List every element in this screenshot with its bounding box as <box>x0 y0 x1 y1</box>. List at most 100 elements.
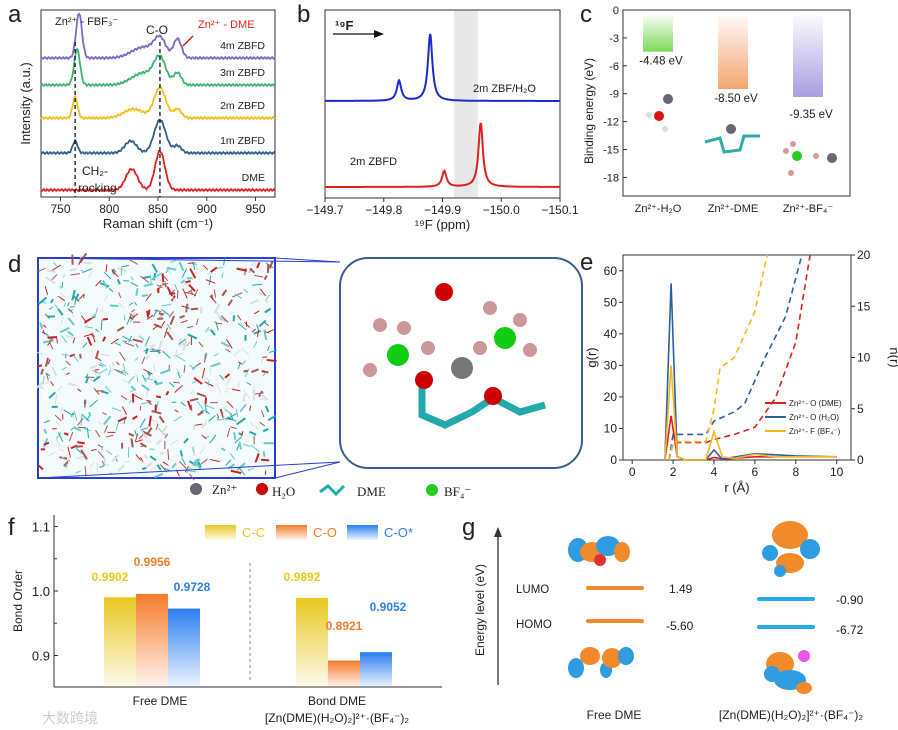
bar-value-label: -8.50 eV <box>714 93 758 105</box>
molecule-stick <box>58 284 63 290</box>
molecule-stick <box>264 307 272 314</box>
molecule-stick <box>161 433 167 436</box>
molecule-stick <box>183 365 186 373</box>
homo-orbital-icon <box>602 648 622 668</box>
series-line <box>325 122 560 188</box>
molecule-stick <box>139 456 144 463</box>
molecule-stick <box>200 422 207 429</box>
molecule-stick <box>261 410 265 418</box>
y-tick-label: 50 <box>604 295 618 309</box>
molecule-stick <box>96 463 99 473</box>
homo-value: -5.60 <box>666 619 694 633</box>
molecule-stick <box>69 353 76 358</box>
molecule-stick <box>146 370 151 376</box>
molecule-stick <box>267 345 270 351</box>
molecule-stick <box>226 339 233 349</box>
x-axis-label: r (Å) <box>724 480 749 495</box>
bar-C-O* <box>168 608 200 687</box>
molecule-stick <box>156 464 162 471</box>
x-tick-label: 2 <box>670 465 677 479</box>
fluorine-atom-icon <box>363 363 377 377</box>
molecule-stick <box>209 366 212 375</box>
y-tick-label: -12 <box>603 117 619 129</box>
molecule-stick <box>161 304 172 307</box>
molecule-stick <box>56 420 60 426</box>
bar-value-label: 0.9902 <box>92 570 129 584</box>
molecule-stick <box>259 421 266 427</box>
molecule-stick <box>140 444 146 448</box>
bar-C-O <box>328 660 360 687</box>
molecule-stick <box>225 459 232 466</box>
legend-label: C-O* <box>384 525 413 540</box>
molecule-stick <box>75 456 84 461</box>
molecule-stick <box>216 383 222 394</box>
molecule-stick <box>108 287 114 293</box>
molecule-stick <box>236 417 247 426</box>
molecule-stick <box>67 317 75 326</box>
molecule-stick <box>263 329 268 341</box>
y-axis-label: Bond Order <box>11 570 25 632</box>
x-tick-label: −149.8 <box>365 203 402 217</box>
molecule-stick <box>169 315 175 325</box>
molecule-stick <box>85 376 90 384</box>
molecule-stick <box>157 340 163 350</box>
molecule-stick <box>204 381 214 387</box>
molecule-stick <box>84 325 93 329</box>
molecule-stick <box>78 294 85 300</box>
molecule-stick <box>179 315 185 319</box>
x-tick-label: 0 <box>629 465 636 479</box>
molecule-stick <box>203 375 212 382</box>
molecule-stick <box>240 323 245 327</box>
molecule-stick <box>148 415 152 427</box>
molecule-stick <box>152 324 160 330</box>
molecule-stick <box>67 455 71 466</box>
bar-value-label: -4.48 eV <box>639 56 683 68</box>
series-label: 1m ZBFD <box>220 135 265 147</box>
molecule-stick <box>193 289 199 297</box>
coordination-number-line <box>668 254 811 461</box>
zn-ion-icon <box>827 153 837 163</box>
molecule-stick <box>238 361 243 365</box>
molecule-stick <box>194 262 199 271</box>
molecule-stick <box>262 371 267 377</box>
molecule-stick <box>135 454 142 461</box>
molecule-stick <box>117 416 128 423</box>
molecule-stick <box>244 368 250 378</box>
molecule-stick <box>192 447 195 453</box>
molecule-stick <box>225 377 232 387</box>
molecule-stick <box>45 276 56 285</box>
molecule-stick <box>165 390 170 396</box>
molecule-stick <box>80 269 85 273</box>
bar-value-label: 0.8921 <box>326 619 363 633</box>
molecule-stick <box>104 385 112 394</box>
lumo-value: -0.90 <box>836 593 864 607</box>
molecule-stick <box>37 296 48 305</box>
series-line-1m-ZBFD <box>40 118 276 156</box>
molecule-stick <box>128 399 132 404</box>
molecule-stick <box>225 387 235 390</box>
system-label: [Zn(DME)(H₂O)₂]²⁺·(BF₄⁻)₂ <box>719 708 864 722</box>
molecule-stick <box>187 325 194 329</box>
molecule-stick <box>156 439 162 446</box>
molecule-stick <box>242 443 251 447</box>
fluorine-atom-icon <box>813 153 819 159</box>
x-tick-label: −149.9 <box>424 203 461 217</box>
molecule-stick <box>56 385 63 392</box>
molecule-stick <box>266 358 277 363</box>
y-tick-label: 0 <box>613 5 619 17</box>
homo-label: HOMO <box>516 619 552 631</box>
molecule-stick <box>243 390 251 399</box>
molecule-stick <box>261 370 269 374</box>
fluorine-atom-icon <box>523 343 537 357</box>
molecule-stick <box>141 467 147 470</box>
molecule-stick <box>132 338 143 343</box>
molecule-stick <box>95 279 102 287</box>
molecule-stick <box>77 388 82 392</box>
molecule-stick <box>145 293 152 302</box>
dme-legend-icon <box>319 484 346 497</box>
molecule-stick <box>265 294 270 300</box>
molecule-stick <box>260 393 269 401</box>
lumo-orbital-icon <box>772 521 808 549</box>
molecule-stick <box>244 321 250 328</box>
molecule-stick <box>86 336 93 346</box>
